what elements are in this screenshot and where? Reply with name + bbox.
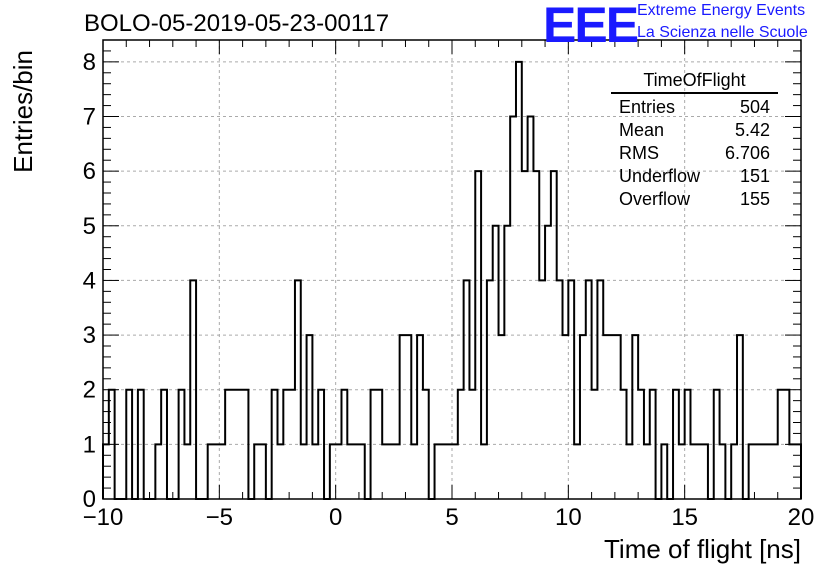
- stats-row-rms: RMS 6.706: [611, 142, 778, 165]
- stats-value: 6.706: [724, 143, 770, 163]
- y-tick-label: 4: [83, 267, 96, 294]
- logo-line-1: Extreme Energy Events: [637, 2, 806, 19]
- x-tick-label: −5: [206, 504, 233, 531]
- logo-line-2: La Scienza nelle Scuole: [637, 24, 808, 41]
- eee-logo: EEE: [543, 0, 639, 53]
- x-tick-label: 10: [555, 504, 582, 531]
- stats-row-underflow: Underflow 151: [611, 165, 778, 188]
- stats-row-overflow: Overflow 155: [611, 188, 778, 211]
- stats-value: 155: [739, 189, 770, 209]
- y-tick-label: 8: [83, 49, 96, 76]
- stats-row-entries: Entries 504: [611, 96, 778, 119]
- y-tick-label: 1: [83, 431, 96, 458]
- y-tick-label: 5: [83, 213, 96, 240]
- stats-label: Overflow: [619, 189, 691, 209]
- y-tick-label: 2: [83, 377, 96, 404]
- y-tick-label: 6: [83, 158, 96, 185]
- x-tick-label: 0: [329, 504, 342, 531]
- stats-value: 151: [739, 166, 770, 186]
- x-tick-label: 15: [671, 504, 698, 531]
- stats-row-mean: Mean 5.42: [611, 119, 778, 142]
- x-tick-label: −10: [83, 504, 124, 531]
- stats-box: TimeOfFlight Entries 504 Mean 5.42 RMS 6…: [611, 70, 778, 211]
- stats-value: 5.42: [734, 120, 770, 140]
- chart-title: BOLO-05-2019-05-23-00117: [84, 10, 390, 37]
- x-tick-label: 20: [788, 504, 815, 531]
- histogram-series: [102, 60, 802, 500]
- y-tick-label: 7: [83, 104, 96, 131]
- y-axis-label: Entries/bin: [8, 50, 38, 173]
- x-axis-label: Time of flight [ns]: [604, 534, 801, 564]
- stats-box-title: TimeOfFlight: [611, 70, 778, 94]
- tick-labels: −10 −5 0 5 10 15 20 0 1 2 3 4 5 6 7 8: [83, 49, 815, 531]
- axis-ticks: [102, 39, 802, 500]
- stats-label: Underflow: [619, 166, 701, 186]
- stats-value: 504: [739, 97, 770, 117]
- y-tick-label: 0: [83, 486, 96, 513]
- stats-label: Mean: [619, 120, 665, 140]
- stats-label: Entries: [619, 97, 676, 117]
- stats-label: RMS: [619, 143, 659, 163]
- x-tick-label: 5: [445, 504, 458, 531]
- y-tick-label: 3: [83, 322, 96, 349]
